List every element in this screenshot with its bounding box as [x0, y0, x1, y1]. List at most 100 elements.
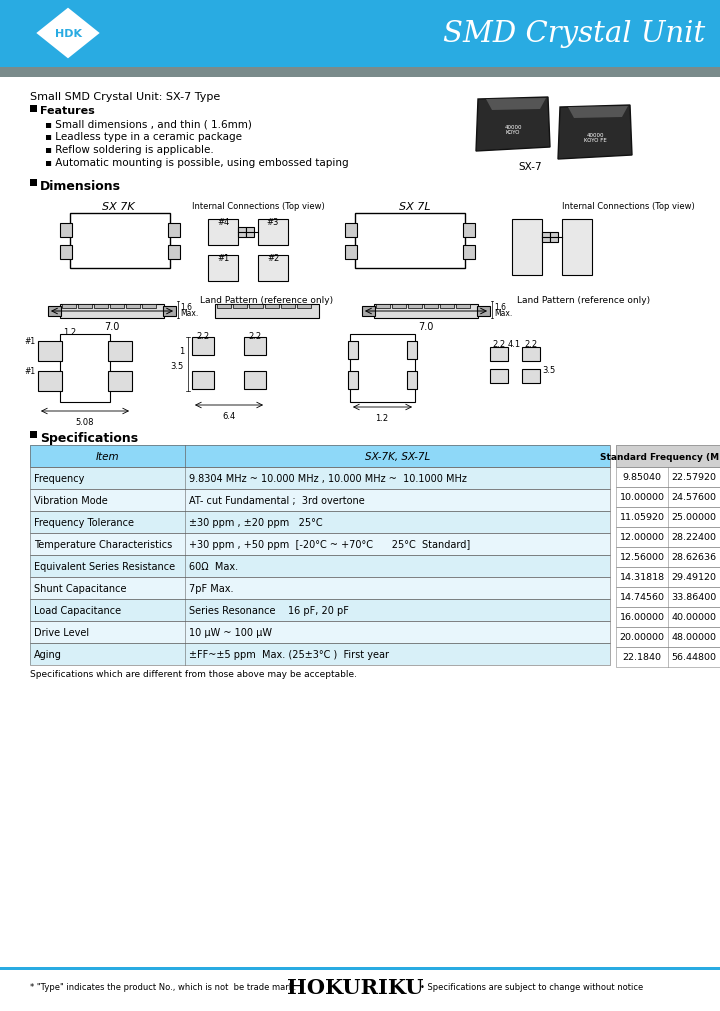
Bar [30, 512, 610, 534]
Text: ▪ Automatic mounting is possible, using embossed taping: ▪ Automatic mounting is possible, using … [45, 158, 348, 168]
Text: 9.85040: 9.85040 [623, 473, 662, 482]
Text: +30 ppm , +50 ppm  [-20°C ~ +70°C      25°C  Standard]: +30 ppm , +50 ppm [-20°C ~ +70°C 25°C St… [189, 540, 470, 549]
Bar [456, 304, 470, 308]
Text: 16.00000: 16.00000 [619, 613, 665, 622]
Polygon shape [568, 107, 628, 119]
Text: Vibration Mode: Vibration Mode [34, 495, 108, 506]
Bar [281, 304, 295, 308]
Bar [244, 372, 266, 389]
Bar [38, 372, 62, 391]
Text: #1: #1 [25, 337, 36, 346]
Bar [345, 223, 357, 238]
Text: Drive Level: Drive Level [34, 628, 89, 637]
Text: ±FF~±5 ppm  Max. (25±3°C )  First year: ±FF~±5 ppm Max. (25±3°C ) First year [189, 649, 389, 659]
Text: 24.57600: 24.57600 [672, 493, 716, 502]
Bar [215, 304, 319, 318]
Text: 22.57920: 22.57920 [672, 473, 716, 482]
Bar [208, 256, 238, 282]
Text: Frequency: Frequency [34, 473, 84, 483]
Bar [408, 304, 422, 308]
Bar [110, 304, 124, 308]
Text: SMD Crystal Unit: SMD Crystal Unit [443, 20, 705, 48]
Bar [374, 304, 478, 318]
Bar [30, 555, 610, 577]
Bar [30, 555, 610, 577]
Text: 7.0: 7.0 [104, 321, 120, 332]
Text: Item: Item [96, 452, 120, 462]
Text: 29.49120: 29.49120 [672, 573, 716, 582]
Text: 25.00000: 25.00000 [672, 513, 716, 522]
Text: 14.31818: 14.31818 [619, 573, 665, 582]
Bar [30, 600, 610, 622]
Bar [94, 304, 108, 308]
Bar [108, 372, 132, 391]
Bar [616, 608, 720, 628]
Text: 28.62636: 28.62636 [672, 553, 716, 562]
Bar [616, 628, 720, 647]
Bar [616, 528, 720, 548]
Bar [30, 577, 610, 600]
Bar [38, 342, 62, 362]
Bar [616, 508, 720, 528]
Bar [108, 342, 132, 362]
Bar [297, 304, 311, 308]
Text: * "Type" indicates the product No., which is not  be trade mark.: * "Type" indicates the product No., whic… [30, 983, 296, 992]
Bar [0, 0, 720, 68]
Bar [562, 219, 592, 276]
Bar [168, 223, 180, 238]
Bar [30, 622, 610, 643]
Text: • Specifications are subject to change without notice: • Specifications are subject to change w… [420, 983, 643, 992]
Text: Equivalent Series Resistance: Equivalent Series Resistance [34, 561, 175, 571]
Text: 33.86400: 33.86400 [671, 592, 716, 602]
Polygon shape [476, 98, 550, 152]
Bar [477, 306, 490, 316]
Bar [30, 106, 37, 113]
Bar [616, 467, 720, 487]
Bar [522, 370, 540, 383]
Bar [424, 304, 438, 308]
Bar [30, 180, 37, 187]
Bar [217, 304, 231, 308]
Text: 5.08: 5.08 [76, 418, 94, 427]
Bar [30, 467, 610, 489]
Text: Temperature Characteristics: Temperature Characteristics [34, 540, 172, 549]
Polygon shape [38, 10, 98, 58]
Bar [62, 304, 76, 308]
Bar [512, 219, 542, 276]
Bar [463, 246, 475, 260]
Bar [616, 548, 720, 567]
Bar [192, 338, 214, 356]
Text: 1.2: 1.2 [375, 413, 389, 423]
Polygon shape [486, 99, 546, 111]
Text: 56.44800: 56.44800 [672, 653, 716, 662]
Text: 48.00000: 48.00000 [672, 633, 716, 642]
Text: Series Resonance    16 pF, 20 pF: Series Resonance 16 pF, 20 pF [189, 606, 349, 616]
Text: Internal Connections (Top view): Internal Connections (Top view) [192, 202, 325, 210]
Bar [30, 577, 610, 600]
Bar [362, 306, 375, 316]
Text: Max.: Max. [494, 308, 512, 317]
Bar [440, 304, 454, 308]
Bar [616, 587, 720, 608]
Text: 11.05920: 11.05920 [619, 513, 665, 522]
Bar [463, 223, 475, 238]
Bar [126, 304, 140, 308]
Text: 4.1: 4.1 [508, 340, 521, 349]
Text: 28.22400: 28.22400 [672, 533, 716, 542]
Bar [0, 68, 720, 78]
Text: SX-7K, SX-7L: SX-7K, SX-7L [365, 452, 430, 462]
Text: Specifications: Specifications [40, 432, 138, 445]
Bar [616, 446, 720, 467]
Bar [616, 487, 720, 508]
Text: 6.4: 6.4 [222, 411, 235, 421]
Bar [30, 446, 610, 467]
Bar [163, 306, 176, 316]
Text: Standard Frequency (MHz): Standard Frequency (MHz) [600, 452, 720, 461]
Bar [30, 643, 610, 665]
Bar [233, 304, 247, 308]
Bar [249, 304, 263, 308]
Bar [407, 372, 417, 389]
Bar [48, 306, 61, 316]
Text: Load Capacitance: Load Capacitance [34, 606, 121, 616]
Text: Frequency Tolerance: Frequency Tolerance [34, 518, 134, 528]
